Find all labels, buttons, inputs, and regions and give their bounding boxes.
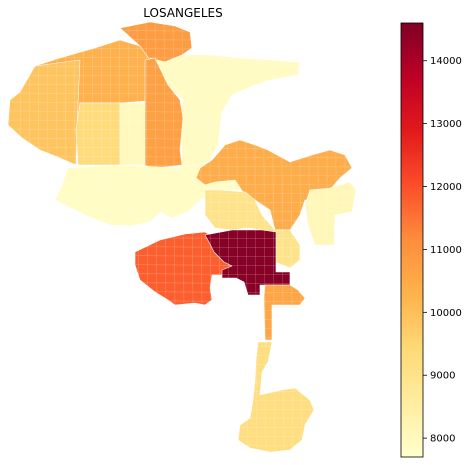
colorbar-tick-label: 14000 — [430, 56, 462, 67]
region-harbor — [237, 341, 315, 453]
colorbar-tick-label: 13000 — [430, 119, 462, 130]
region-west-valley — [7, 59, 81, 166]
colorbar-tick-label: 9000 — [430, 371, 455, 382]
map-regions — [7, 21, 357, 453]
region-eastside-upper — [195, 139, 353, 231]
region-east-edge — [304, 181, 357, 246]
region-east-valley-north — [119, 102, 146, 166]
region-south-strip — [263, 284, 306, 341]
colorbar-ticks: 8000 9000 10000 11000 12000 13000 14000 — [423, 56, 462, 445]
colorbar — [400, 22, 424, 458]
colorbar-tick-label: 11000 — [430, 245, 462, 256]
colorbar-tick-label: 10000 — [430, 308, 462, 319]
map-title: LOSANGELES — [143, 6, 223, 20]
colorbar-tick-label: 8000 — [430, 434, 455, 445]
region-south-central — [204, 229, 291, 296]
region-westside — [134, 231, 236, 306]
region-northeast-upper — [119, 21, 193, 63]
colorbar-tick-label: 12000 — [430, 182, 462, 193]
